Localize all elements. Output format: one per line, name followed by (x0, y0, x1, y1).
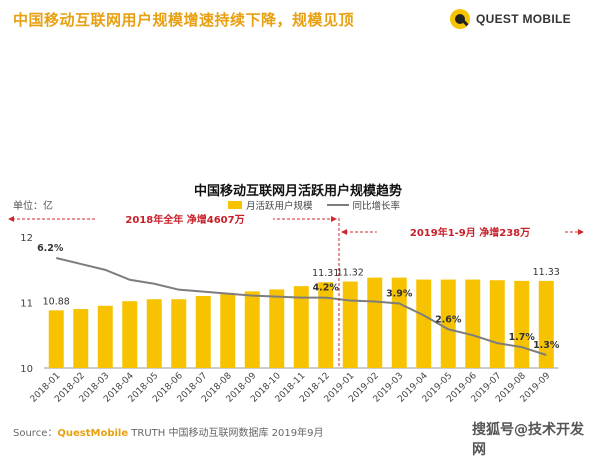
range-2019-arrow-right (578, 229, 584, 235)
bar (391, 277, 407, 368)
bar (342, 281, 358, 368)
chart-title: 中国移动互联网月活跃用户规模趋势 (193, 184, 402, 199)
y-tick-label: 10 (20, 364, 33, 375)
bar (416, 279, 432, 368)
bar (220, 293, 236, 368)
quest-mobile-logo: QUEST MOBILE (448, 6, 571, 32)
bar-data-label: 11.33 (533, 267, 560, 278)
bar (489, 280, 505, 368)
watermark: 搜狐号@技术开发网 (472, 422, 584, 458)
range-2019-label: 2019年1-9月 净增238万 (410, 226, 530, 239)
bar-data-label: 10.88 (43, 296, 70, 307)
legend-line-swatch (326, 204, 349, 206)
bar (244, 291, 260, 368)
page-headline: 中国移动互联网用户规模增速持续下降，规模见顶 (13, 11, 355, 29)
y-tick-label: 12 (20, 233, 33, 244)
bar (48, 310, 64, 368)
bar (269, 289, 285, 368)
unit-label: 单位：亿 (13, 201, 53, 212)
bar (538, 280, 554, 368)
quest-mobile-logo-icon (450, 9, 470, 29)
bar (122, 301, 138, 368)
range-2018-label: 2018年全年 净增4607万 (125, 213, 244, 226)
growth-data-label: 1.7% (509, 332, 536, 343)
range-2018-arrow-left (8, 216, 14, 222)
source-brand: QuestMobile (57, 428, 129, 439)
growth-data-label: 3.9% (386, 289, 413, 300)
bar (195, 295, 211, 368)
growth-data-label: 4.2% (313, 283, 340, 294)
bar (367, 277, 383, 368)
growth-data-label: 1.3% (533, 340, 560, 351)
bar-data-label: 11.31 (312, 268, 339, 279)
bar-data-label: 11.32 (337, 268, 364, 279)
bar (97, 305, 113, 368)
growth-data-label: 6.2% (37, 243, 64, 254)
bar (171, 299, 187, 368)
source-prefix: Source： (13, 428, 58, 439)
bar (514, 280, 530, 368)
logo-text: QUEST MOBILE (476, 12, 571, 26)
bar (465, 279, 481, 368)
bar (293, 286, 309, 368)
y-tick-label: 11 (20, 299, 33, 310)
growth-rate-line (56, 257, 547, 356)
range-2018-label-bg (97, 212, 273, 226)
bar (73, 309, 89, 368)
legend-bar-label: 月活跃用户规模 (246, 201, 313, 212)
bar (318, 282, 334, 368)
legend-bar-swatch (228, 201, 242, 209)
legend-line-label: 同比增长率 (352, 201, 401, 212)
bar (440, 279, 456, 368)
range-2019-label-bg (376, 225, 564, 239)
growth-data-label: 2.6% (435, 314, 462, 325)
source-text: TRUTH 中国移动互联网数据库 2019年9月 (128, 428, 324, 439)
chart-legend: 月活跃用户规模 同比增长率 (228, 198, 400, 212)
bar (146, 299, 162, 368)
source-note: Source：QuestMobile TRUTH 中国移动互联网数据库 2019… (13, 424, 323, 439)
range-2018-arrow-right (331, 216, 337, 222)
range-2019-arrow-left (341, 229, 347, 235)
